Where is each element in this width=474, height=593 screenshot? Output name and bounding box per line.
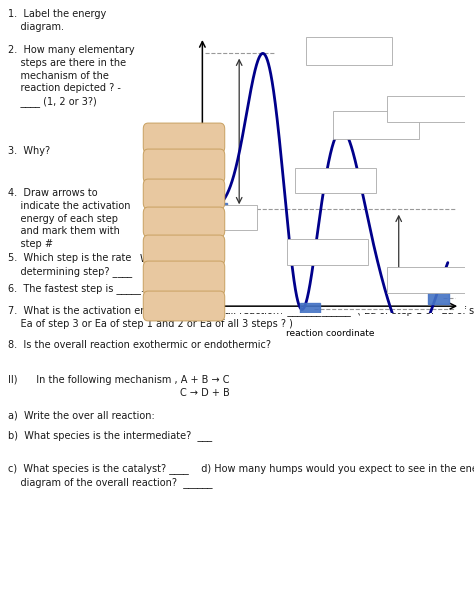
Text: 6.  The fastest step is _____. The slowest step is _____.: 6. The fastest step is _____. The slowes… <box>8 283 271 294</box>
Text: c)  What species is the catalyst? ____    d) How many humps would you expect to : c) What species is the catalyst? ____ d)… <box>8 463 474 487</box>
FancyBboxPatch shape <box>333 111 419 139</box>
FancyBboxPatch shape <box>287 239 368 264</box>
Text: 3.  Why?: 3. Why? <box>8 146 50 156</box>
Text: rate-limiting
transition state: rate-limiting transition state <box>156 272 211 285</box>
Text: energy: energy <box>191 156 201 187</box>
FancyBboxPatch shape <box>306 37 392 65</box>
FancyBboxPatch shape <box>387 267 468 293</box>
FancyBboxPatch shape <box>192 205 257 230</box>
Text: 4.  Draw arrows to
    indicate the activation
    energy of each step
    and m: 4. Draw arrows to indicate the activatio… <box>8 188 130 249</box>
Text: intermediates: intermediates <box>159 219 209 225</box>
Text: 8.  Is the overall reaction exothermic or endothermic?: 8. Is the overall reaction exothermic or… <box>8 340 271 350</box>
Text: b)  What species is the intermediate?  ___: b) What species is the intermediate? ___ <box>8 430 212 441</box>
Text: activation energy: activation energy <box>153 135 216 141</box>
Bar <box>428 291 449 304</box>
Text: reaction coordinate: reaction coordinate <box>286 329 374 338</box>
FancyBboxPatch shape <box>295 168 376 193</box>
Text: starting materials: starting materials <box>152 247 216 253</box>
Text: 2.  How many elementary
    steps are there in the
    mechanism of the
    reac: 2. How many elementary steps are there i… <box>8 45 135 107</box>
Text: 7.  What is the activation energy of the overall reaction? _____________  ( Ea o: 7. What is the activation energy of the … <box>8 305 474 329</box>
Text: a)  Write the over all reaction:: a) Write the over all reaction: <box>8 410 155 420</box>
Text: 5.  Which step is the rate
    determining step? ____: 5. Which step is the rate determining st… <box>8 253 132 277</box>
Bar <box>300 303 320 315</box>
Bar <box>206 203 227 216</box>
Text: non-limiting
transition state: non-limiting transition state <box>156 160 211 173</box>
FancyBboxPatch shape <box>387 97 468 122</box>
Text: enthalpy change: enthalpy change <box>154 303 214 309</box>
Text: II)      In the following mechanism , A + B → C: II) In the following mechanism , A + B →… <box>8 375 229 385</box>
Text: Why? ___________________________________________: Why? ___________________________________… <box>140 253 380 264</box>
Text: C → D + B: C → D + B <box>180 388 230 398</box>
Text: 1.  Label the energy
    diagram.: 1. Label the energy diagram. <box>8 9 106 32</box>
Text: products: products <box>168 191 200 197</box>
